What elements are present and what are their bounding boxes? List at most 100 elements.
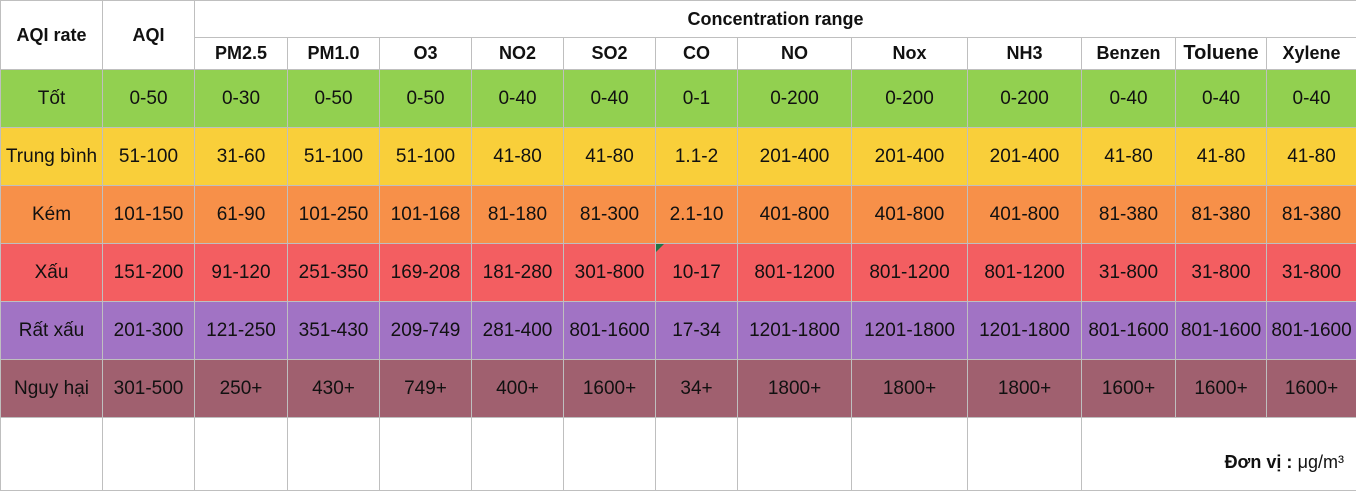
- concentration-cell: 81-380: [1176, 186, 1267, 244]
- concentration-cell: 0-40: [1082, 70, 1176, 128]
- header-row-pollutants: PM2.5 PM1.0 O3 NO2 SO2 CO NO Nox NH3 Ben…: [1, 38, 1356, 70]
- concentration-cell: 34+: [656, 360, 738, 418]
- concentration-cell: 801-1200: [738, 244, 852, 302]
- concentration-cell: 401-800: [852, 186, 968, 244]
- concentration-cell: 0-40: [472, 70, 564, 128]
- concentration-cell: 801-1200: [852, 244, 968, 302]
- concentration-cell: 81-300: [564, 186, 656, 244]
- unit-note: Đơn vị : μg/m³: [1082, 418, 1356, 491]
- aqi-rate-cell: Nguy hại: [1, 360, 103, 418]
- concentration-cell: 61-90: [195, 186, 288, 244]
- concentration-cell: 41-80: [564, 128, 656, 186]
- header-pollutant: NH3: [968, 38, 1082, 70]
- concentration-cell: 749+: [380, 360, 472, 418]
- concentration-cell: 401-800: [738, 186, 852, 244]
- concentration-cell: 1201-1800: [968, 302, 1082, 360]
- aqi-range-cell: 151-200: [103, 244, 195, 302]
- concentration-cell: 51-100: [380, 128, 472, 186]
- concentration-cell: 281-400: [472, 302, 564, 360]
- empty-cell: [288, 418, 380, 491]
- concentration-cell: 1600+: [1176, 360, 1267, 418]
- empty-cell: [1, 418, 103, 491]
- concentration-cell: 251-350: [288, 244, 380, 302]
- header-pollutant: Xylene: [1267, 38, 1356, 70]
- empty-cell: [380, 418, 472, 491]
- concentration-cell: 0-200: [852, 70, 968, 128]
- empty-cell: [472, 418, 564, 491]
- concentration-cell: 1600+: [1082, 360, 1176, 418]
- concentration-cell: 401-800: [968, 186, 1082, 244]
- concentration-cell: 1600+: [1267, 360, 1356, 418]
- concentration-cell: 201-400: [852, 128, 968, 186]
- concentration-cell: 0-40: [1176, 70, 1267, 128]
- concentration-cell: 101-250: [288, 186, 380, 244]
- concentration-cell: 41-80: [1267, 128, 1356, 186]
- header-pollutant: SO2: [564, 38, 656, 70]
- header-pollutant: NO: [738, 38, 852, 70]
- concentration-cell: 169-208: [380, 244, 472, 302]
- concentration-cell: 0-30: [195, 70, 288, 128]
- concentration-cell: 1800+: [852, 360, 968, 418]
- empty-cell: [564, 418, 656, 491]
- concentration-cell: 31-800: [1176, 244, 1267, 302]
- concentration-cell: 81-380: [1267, 186, 1356, 244]
- concentration-cell: 801-1600: [1082, 302, 1176, 360]
- concentration-cell: 101-168: [380, 186, 472, 244]
- concentration-cell: 41-80: [1082, 128, 1176, 186]
- concentration-cell: 10-17: [656, 244, 738, 302]
- aqi-rate-cell: Tốt: [1, 70, 103, 128]
- concentration-cell: 351-430: [288, 302, 380, 360]
- concentration-cell: 250+: [195, 360, 288, 418]
- concentration-cell: 1.1-2: [656, 128, 738, 186]
- header-pollutant: NO2: [472, 38, 564, 70]
- concentration-cell: 51-100: [288, 128, 380, 186]
- header-aqi-rate: AQI rate: [1, 1, 103, 70]
- concentration-cell: 31-60: [195, 128, 288, 186]
- concentration-cell: 1600+: [564, 360, 656, 418]
- concentration-cell: 201-400: [968, 128, 1082, 186]
- concentration-cell: 41-80: [1176, 128, 1267, 186]
- header-row-top: AQI rate AQI Concentration range: [1, 1, 1356, 38]
- concentration-cell: 1800+: [968, 360, 1082, 418]
- concentration-cell: 801-1200: [968, 244, 1082, 302]
- empty-cell: [738, 418, 852, 491]
- aqi-rate-cell: Kém: [1, 186, 103, 244]
- header-pollutant: Benzen: [1082, 38, 1176, 70]
- concentration-cell: 201-400: [738, 128, 852, 186]
- aqi-range-cell: 0-50: [103, 70, 195, 128]
- header-pollutant: Nox: [852, 38, 968, 70]
- empty-cell: [852, 418, 968, 491]
- concentration-cell: 91-120: [195, 244, 288, 302]
- concentration-cell: 1201-1800: [852, 302, 968, 360]
- header-pollutant: PM2.5: [195, 38, 288, 70]
- unit-row: Đơn vị : μg/m³: [1, 418, 1356, 491]
- aqi-rate-cell: Trung bình: [1, 128, 103, 186]
- header-pollutant: O3: [380, 38, 472, 70]
- concentration-cell: 801-1600: [1176, 302, 1267, 360]
- concentration-cell: 0-40: [1267, 70, 1356, 128]
- concentration-cell: 17-34: [656, 302, 738, 360]
- aqi-rate-cell: Xấu: [1, 244, 103, 302]
- aqi-rate-cell: Rất xấu: [1, 302, 103, 360]
- header-pollutant: CO: [656, 38, 738, 70]
- empty-cell: [656, 418, 738, 491]
- aqi-range-cell: 301-500: [103, 360, 195, 418]
- concentration-cell: 0-50: [380, 70, 472, 128]
- unit-value: μg/m³: [1298, 452, 1344, 472]
- unit-label: Đơn vị :: [1225, 452, 1293, 472]
- concentration-cell: 301-800: [564, 244, 656, 302]
- header-concentration-range: Concentration range: [195, 1, 1356, 38]
- concentration-cell: 400+: [472, 360, 564, 418]
- concentration-cell: 0-200: [738, 70, 852, 128]
- concentration-cell: 801-1600: [564, 302, 656, 360]
- concentration-cell: 1800+: [738, 360, 852, 418]
- aqi-range-cell: 101-150: [103, 186, 195, 244]
- concentration-cell: 31-800: [1267, 244, 1356, 302]
- concentration-cell: 81-180: [472, 186, 564, 244]
- empty-cell: [195, 418, 288, 491]
